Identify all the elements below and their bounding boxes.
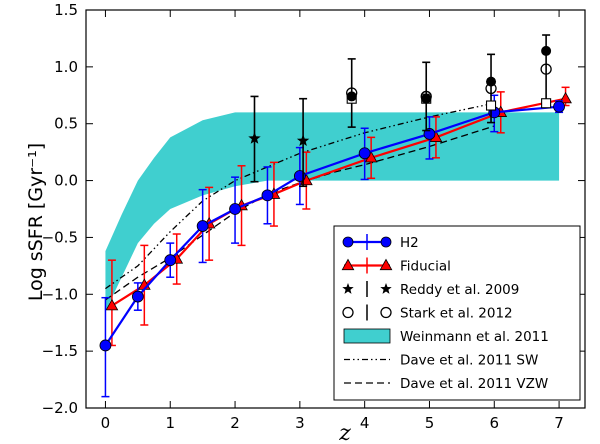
legend-reddy-marker (380, 283, 392, 294)
stark-filled-point (346, 91, 357, 102)
stark-square-point (485, 100, 497, 111)
reddy-point (296, 134, 310, 146)
legend-label: H2 (400, 235, 419, 251)
legend-box (333, 225, 581, 401)
h2-point (553, 100, 565, 113)
h2-point (196, 220, 209, 232)
y-tick-label: −0.5 (42, 228, 78, 246)
h2-point (164, 254, 177, 267)
legend-label: Fiducial (400, 259, 451, 275)
x-tick-label: 1 (165, 414, 175, 432)
h2-point (99, 339, 112, 352)
y-axis-label: Log sSFR [Gyr⁻¹] (25, 143, 47, 301)
legend-stark-marker (342, 306, 354, 319)
y-tick-label: 1.5 (54, 1, 78, 19)
fiducial-point (105, 298, 119, 311)
legend-band-swatch (343, 328, 391, 344)
weinmann-band (105, 112, 560, 312)
x-tick-label: 5 (425, 414, 435, 432)
y-tick-label: 1.0 (54, 58, 78, 76)
legend-stark-marker (380, 306, 392, 319)
stark-point (540, 63, 552, 75)
stark-point (420, 90, 432, 103)
legend-h2-marker (380, 236, 392, 248)
h2-point (229, 203, 241, 215)
legend-label: Stark et al. 2012 (400, 306, 513, 322)
x-tick-label: 6 (489, 414, 499, 432)
legend-fiducial-marker (341, 258, 355, 271)
reddy-point (248, 132, 261, 144)
x-tick-label: 7 (554, 414, 564, 432)
x-tick-label: 4 (360, 414, 370, 432)
stark-filled-point (421, 93, 432, 104)
x-tick-label: 0 (101, 414, 111, 432)
legend-reddy-marker (342, 283, 354, 294)
y-tick-label: 0.5 (54, 115, 78, 133)
x-tick-label: 3 (295, 414, 305, 432)
plot-frame (85, 9, 586, 409)
x-axis-label: z (338, 421, 351, 444)
h2-point (131, 290, 144, 303)
stark-filled-point (541, 45, 552, 56)
y-tick-label: 0.0 (54, 172, 78, 190)
h2-point (261, 189, 274, 202)
y-tick-label: −2.0 (42, 399, 78, 417)
h2-point (358, 147, 371, 160)
y-tick-label: −1.5 (42, 342, 78, 360)
stark-square-point (541, 98, 552, 109)
stark-point (346, 87, 358, 99)
legend-label: Weinmann et al. 2011 (400, 329, 549, 345)
y-tick-label: −1.0 (42, 285, 78, 303)
x-tick-label: 2 (230, 414, 240, 432)
legend-label: Dave et al. 2011 VZW (400, 376, 548, 392)
legend-fiducial-marker (379, 258, 393, 271)
legend-label: Dave et al. 2011 SW (400, 353, 538, 369)
stark-point (485, 82, 497, 95)
legend-h2-marker (342, 236, 354, 248)
legend-label: Reddy et al. 2009 (400, 282, 519, 298)
